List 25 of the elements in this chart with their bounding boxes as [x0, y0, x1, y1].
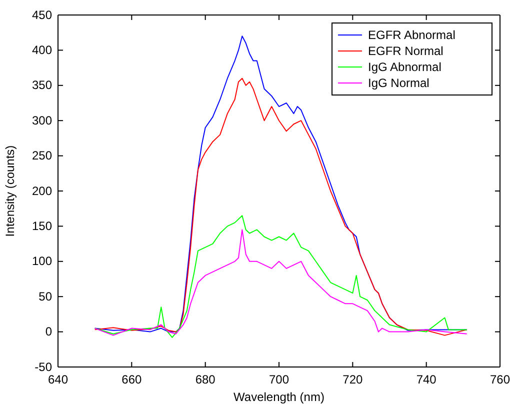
y-tick-label: 200 [32, 184, 52, 198]
x-axis-title: Wavelength (nm) [234, 390, 324, 404]
y-tick-label: 0 [45, 324, 52, 339]
x-tick-label: 700 [268, 372, 290, 387]
legend-label: IgG Normal [368, 76, 430, 90]
y-tick-label: 350 [32, 78, 52, 92]
x-tick-label: 680 [195, 372, 216, 387]
x-tick-label: 720 [342, 372, 363, 387]
y-tick-label: 50 [38, 289, 52, 304]
y-tick-label: 150 [32, 219, 52, 234]
legend-label: EGFR Normal [368, 44, 444, 58]
y-tick-label: 300 [32, 113, 52, 128]
y-tick-label: 100 [32, 254, 52, 268]
y-tick-label: 250 [32, 148, 52, 163]
line-series [94, 78, 468, 336]
legend-label: IgG Abnormal [368, 60, 442, 74]
y-tick-label: -50 [34, 360, 52, 374]
x-tick-label: 660 [122, 372, 142, 387]
x-tick-label: 640 [48, 372, 68, 387]
legend-label: EGFR Abnormal [368, 28, 456, 42]
y-tick-label: 450 [32, 8, 52, 22]
x-tick-label: 760 [490, 372, 510, 387]
y-tick-label: 400 [32, 43, 52, 58]
y-axis-title: Intensity (counts) [3, 145, 17, 237]
x-tick-label: 740 [416, 372, 437, 387]
